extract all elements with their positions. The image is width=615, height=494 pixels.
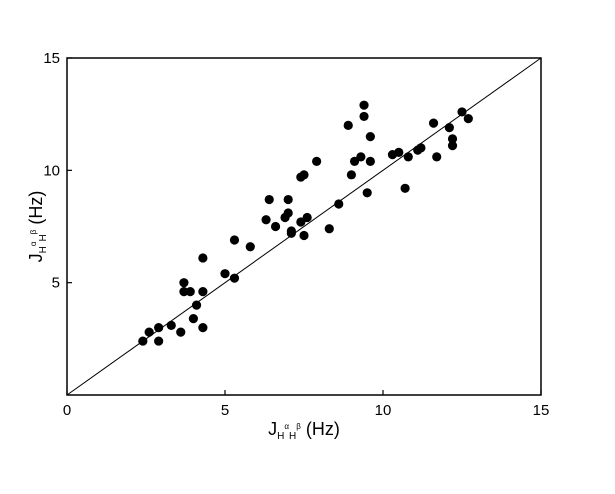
data-point	[264, 194, 274, 205]
data-point	[229, 273, 240, 283]
data-point	[245, 242, 255, 252]
data-point	[416, 143, 426, 153]
x-tick-label: 0	[63, 402, 71, 419]
y-tick-label: 5	[52, 275, 60, 292]
y-axis-label-sub1: H	[38, 246, 49, 253]
data-point	[198, 287, 208, 297]
data-point	[432, 152, 442, 162]
data-point	[312, 156, 322, 166]
data-point	[188, 314, 198, 324]
data-point	[359, 111, 369, 122]
y-axis-label-sub2: H	[38, 234, 49, 241]
y-axis-label-sup2: β	[29, 229, 38, 234]
data-point	[400, 183, 410, 193]
data-point	[334, 199, 344, 209]
y-axis-label-unit: (Hz)	[26, 191, 46, 230]
data-point	[463, 114, 473, 124]
data-point	[154, 323, 164, 333]
x-axis-label-sup1: α	[284, 422, 289, 431]
data-point	[198, 323, 208, 333]
data-point	[394, 147, 404, 157]
data-point	[176, 327, 186, 337]
data-point	[283, 208, 293, 218]
y-tick-label: 10	[43, 162, 60, 179]
data-point	[356, 152, 366, 162]
data-point	[299, 230, 309, 241]
data-point	[166, 320, 176, 330]
data-point	[179, 278, 189, 288]
data-point	[185, 287, 195, 297]
data-point	[365, 156, 375, 166]
data-point	[198, 253, 208, 263]
data-point	[447, 134, 458, 144]
data-point	[343, 120, 353, 130]
x-tick-label: 5	[221, 402, 229, 419]
y-axis-label: JHαHβ (Hz)	[26, 191, 49, 263]
data-point	[229, 235, 240, 245]
y-axis-label-sup1: α	[29, 241, 38, 246]
x-tick-label: 15	[533, 402, 550, 419]
data-point	[270, 221, 281, 232]
data-point	[359, 100, 369, 110]
data-point	[220, 269, 230, 279]
x-axis-label-base: J	[268, 419, 277, 439]
x-axis-label-sub1: H	[277, 431, 284, 442]
y-axis-label-base: J	[26, 253, 46, 262]
data-point	[261, 215, 271, 225]
x-axis-label-sup2: β	[296, 422, 301, 431]
identity-reference-line	[66, 57, 542, 396]
data-point	[286, 228, 296, 238]
data-point	[324, 224, 334, 234]
axis-ticks: 0 5 10 15 5 10 15	[43, 50, 549, 419]
data-point	[144, 327, 154, 337]
data-point	[154, 336, 164, 346]
data-point	[283, 194, 293, 205]
x-axis-label-sub2: H	[289, 431, 296, 442]
data-point	[444, 123, 454, 133]
x-axis-label: JHαHβ (Hz)	[268, 419, 340, 442]
data-point	[365, 132, 375, 142]
y-tick-label: 15	[43, 50, 60, 67]
data-point	[403, 152, 413, 162]
data-point	[457, 107, 467, 117]
data-point	[179, 287, 189, 297]
data-point	[346, 170, 356, 180]
data-point	[447, 141, 458, 151]
data-point	[191, 300, 202, 310]
data-point	[428, 118, 439, 128]
data-point	[299, 170, 309, 180]
data-point	[362, 188, 372, 198]
x-tick-label: 10	[375, 402, 392, 419]
x-axis-label-unit: (Hz)	[301, 419, 340, 439]
data-point	[302, 212, 312, 223]
plot-frame	[66, 57, 542, 396]
